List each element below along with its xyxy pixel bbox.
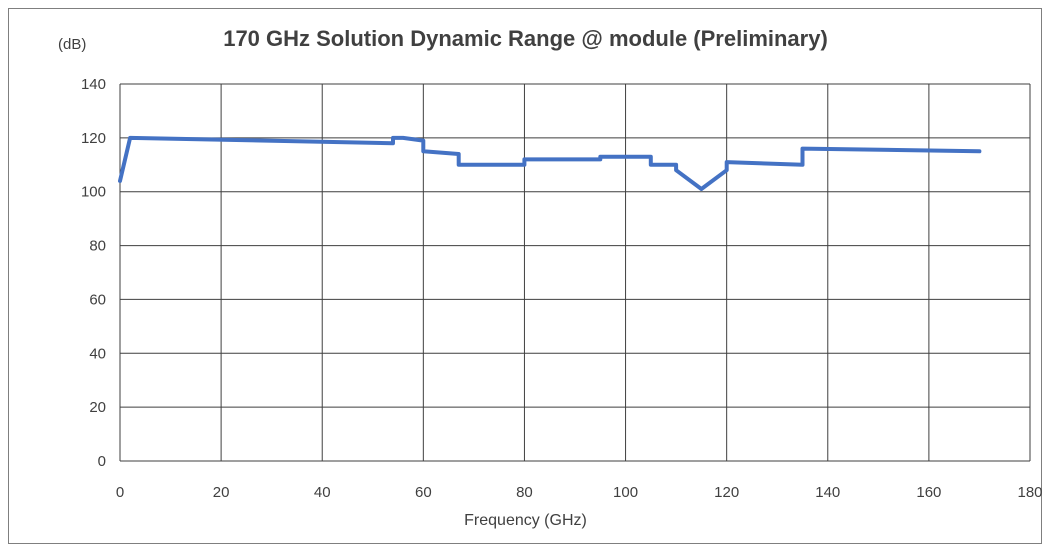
y-tick-label: 60 — [89, 291, 106, 308]
x-tick-label: 0 — [116, 484, 124, 501]
series-line — [118, 135, 982, 191]
y-tick-label: 80 — [89, 238, 106, 255]
y-tick-label: 100 — [81, 184, 106, 201]
x-axis-label: Frequency (GHz) — [464, 512, 587, 529]
y-tick-label: 20 — [89, 399, 106, 416]
x-tick-label: 160 — [916, 484, 941, 501]
x-tick-label: 120 — [714, 484, 739, 501]
y-tick-label: 140 — [81, 76, 106, 93]
x-tick-label: 100 — [613, 484, 638, 501]
chart-frame — [8, 8, 1042, 544]
x-tick-label: 20 — [213, 484, 230, 501]
x-tick-label: 80 — [516, 484, 533, 501]
y-tick-label: 120 — [81, 130, 106, 147]
y-tick-label: 0 — [98, 453, 106, 470]
y-axis-label: (dB) — [58, 36, 87, 53]
y-tick-label: 40 — [89, 345, 106, 362]
chart-title: 170 GHz Solution Dynamic Range @ module … — [223, 26, 828, 51]
x-tick-label: 40 — [314, 484, 331, 501]
x-tick-label: 60 — [415, 484, 432, 501]
x-tick-label: 140 — [815, 484, 840, 501]
x-tick-label: 180 — [1017, 484, 1042, 501]
